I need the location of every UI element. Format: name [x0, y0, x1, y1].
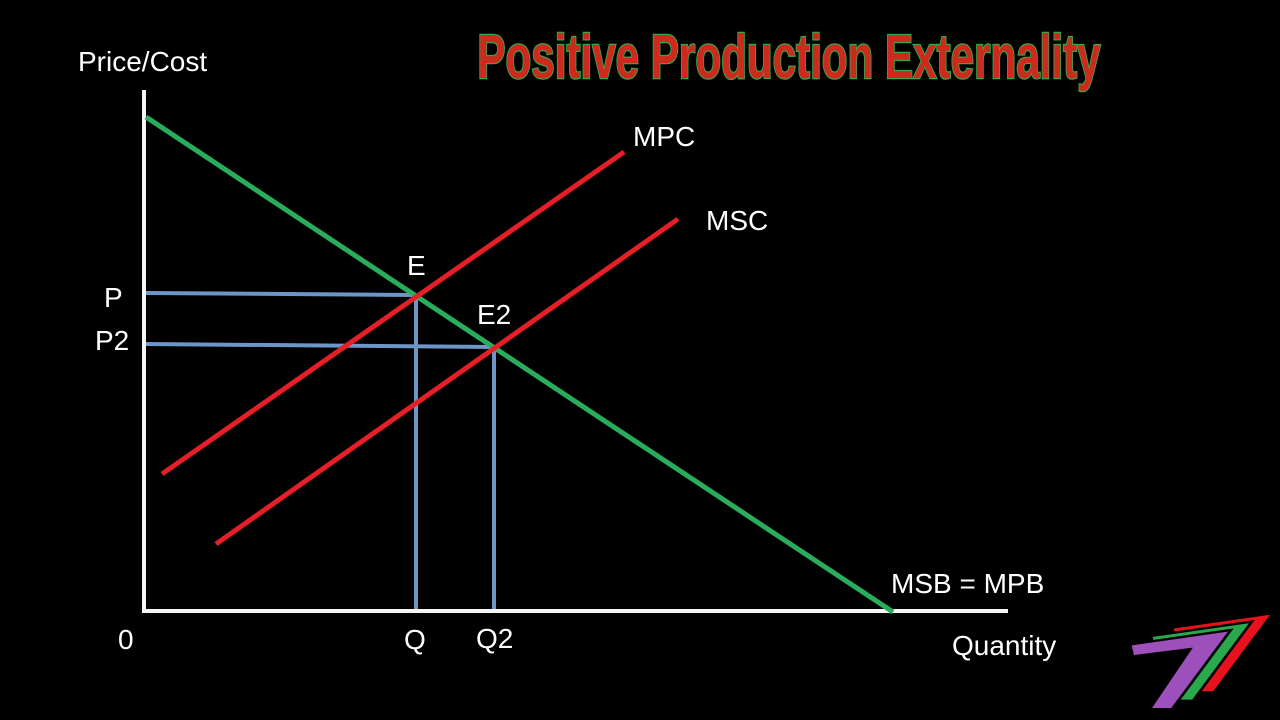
curve-label-msb: MSB = MPB: [891, 568, 1045, 599]
curve-label-mpc: MPC: [633, 121, 696, 152]
y-axis-label: Price/Cost: [78, 46, 208, 77]
point-label-e: E: [407, 250, 426, 281]
mpc-line: [160, 149, 626, 477]
tick-label-p2: P2: [95, 325, 130, 356]
diagram-title: Positive Production Externality: [477, 22, 1102, 94]
x-axis-label: Quantity: [952, 630, 1057, 661]
tick-label-q: Q: [404, 624, 426, 655]
msc-line: [214, 216, 680, 547]
point-label-e2: E2: [477, 299, 512, 330]
curve-label-msc: MSC: [706, 205, 769, 236]
seven-logo: [1128, 611, 1276, 711]
logo-layer-purple: [1128, 628, 1234, 711]
tick-label-q2: Q2: [476, 623, 514, 654]
origin-label: 0: [118, 624, 134, 655]
guide-p2-horizontal: [145, 342, 495, 349]
tick-label-p: P: [104, 282, 123, 313]
msb-line: [144, 114, 895, 615]
guide-p-horizontal: [145, 291, 417, 297]
